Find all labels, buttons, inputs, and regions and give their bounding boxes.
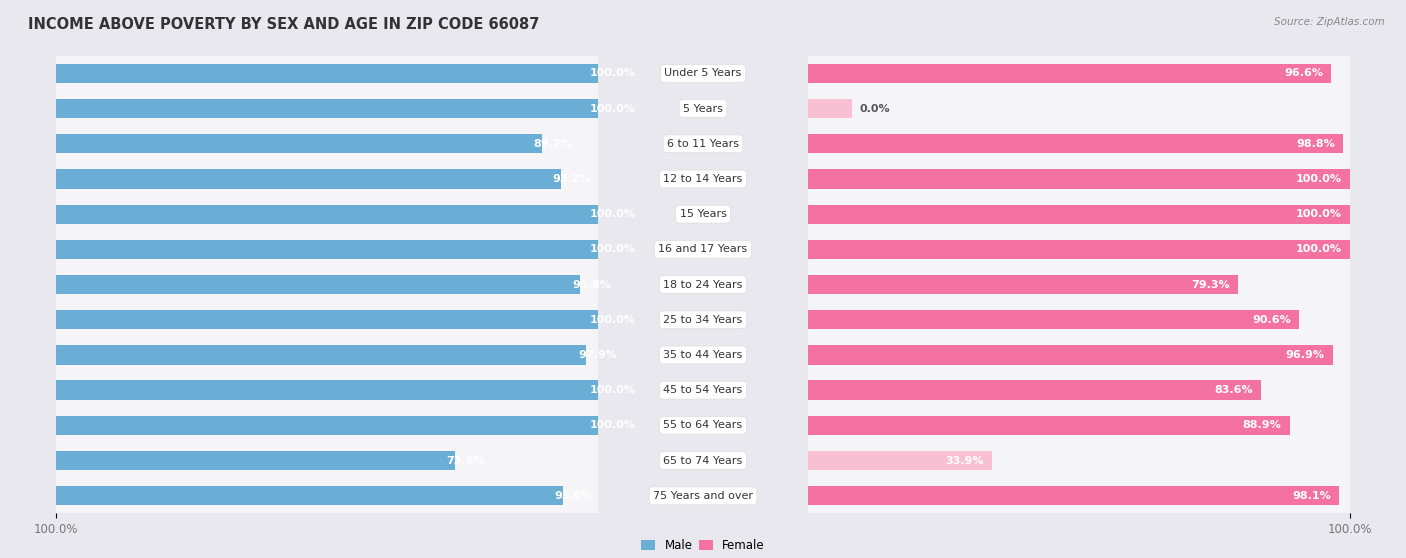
Bar [808, 337, 1350, 373]
Text: 73.6%: 73.6% [447, 455, 485, 465]
Text: 97.9%: 97.9% [578, 350, 617, 360]
Text: 35 to 44 Years: 35 to 44 Years [664, 350, 742, 360]
Bar [808, 372, 1350, 408]
Bar [808, 55, 1350, 92]
Bar [56, 451, 454, 470]
Bar [808, 99, 852, 118]
Bar [808, 126, 1350, 162]
Bar [808, 486, 1340, 506]
Text: 98.8%: 98.8% [1296, 139, 1336, 149]
Bar [56, 134, 541, 153]
Bar [56, 407, 598, 443]
Bar [56, 381, 598, 400]
Bar [56, 337, 598, 373]
Bar [56, 310, 598, 329]
Text: 16 and 17 Years: 16 and 17 Years [658, 244, 748, 254]
Text: 100.0%: 100.0% [1296, 244, 1341, 254]
Text: 18 to 24 Years: 18 to 24 Years [664, 280, 742, 290]
Bar [808, 310, 1299, 329]
Text: 96.9%: 96.9% [1286, 350, 1324, 360]
Bar [808, 196, 1350, 232]
Text: 100.0%: 100.0% [589, 209, 636, 219]
Bar [808, 64, 1331, 83]
Text: 98.1%: 98.1% [1292, 491, 1331, 501]
Text: 5 Years: 5 Years [683, 104, 723, 114]
Text: Source: ZipAtlas.com: Source: ZipAtlas.com [1274, 17, 1385, 27]
Bar [56, 91, 598, 127]
Text: INCOME ABOVE POVERTY BY SEX AND AGE IN ZIP CODE 66087: INCOME ABOVE POVERTY BY SEX AND AGE IN Z… [28, 17, 540, 32]
Bar [56, 345, 586, 365]
Bar [808, 381, 1261, 400]
Bar [56, 486, 562, 506]
Text: 96.8%: 96.8% [572, 280, 612, 290]
Bar [808, 407, 1350, 443]
Text: 55 to 64 Years: 55 to 64 Years [664, 420, 742, 430]
Text: 75 Years and over: 75 Years and over [652, 491, 754, 501]
Bar [56, 161, 598, 197]
Bar [56, 64, 598, 83]
Text: 90.6%: 90.6% [1251, 315, 1291, 325]
Bar [808, 451, 993, 470]
Bar [56, 275, 581, 294]
Bar [808, 134, 1343, 153]
Bar [808, 204, 1350, 224]
Bar [56, 169, 561, 189]
Bar [808, 161, 1350, 197]
Text: 100.0%: 100.0% [589, 244, 636, 254]
Text: Under 5 Years: Under 5 Years [665, 69, 741, 78]
Text: 100.0%: 100.0% [589, 69, 636, 78]
Bar [56, 372, 598, 408]
Text: 33.9%: 33.9% [945, 455, 984, 465]
Bar [808, 275, 1237, 294]
Bar [56, 232, 598, 267]
Text: 100.0%: 100.0% [1296, 209, 1341, 219]
Text: 93.6%: 93.6% [555, 491, 593, 501]
Text: 6 to 11 Years: 6 to 11 Years [666, 139, 740, 149]
Text: 100.0%: 100.0% [589, 104, 636, 114]
Bar [56, 126, 598, 162]
Text: 89.7%: 89.7% [534, 139, 572, 149]
Bar [808, 240, 1350, 259]
Text: 88.9%: 88.9% [1243, 420, 1281, 430]
Bar [56, 442, 598, 478]
Text: 83.6%: 83.6% [1215, 385, 1253, 395]
Bar [56, 416, 598, 435]
Text: 100.0%: 100.0% [589, 420, 636, 430]
Text: 100.0%: 100.0% [589, 315, 636, 325]
Bar [808, 302, 1350, 338]
Bar [56, 240, 598, 259]
Bar [56, 204, 598, 224]
Text: 45 to 54 Years: 45 to 54 Years [664, 385, 742, 395]
Bar [808, 91, 1350, 127]
Text: 100.0%: 100.0% [589, 385, 636, 395]
Bar [56, 478, 598, 514]
Legend: Male, Female: Male, Female [641, 539, 765, 552]
Bar [56, 55, 598, 92]
Bar [56, 267, 598, 302]
Text: 25 to 34 Years: 25 to 34 Years [664, 315, 742, 325]
Text: 96.6%: 96.6% [1284, 69, 1323, 78]
Bar [808, 345, 1333, 365]
Bar [56, 302, 598, 338]
Bar [808, 232, 1350, 267]
Bar [808, 169, 1350, 189]
Bar [808, 416, 1289, 435]
Bar [56, 196, 598, 232]
Bar [808, 267, 1350, 302]
Text: 12 to 14 Years: 12 to 14 Years [664, 174, 742, 184]
Text: 93.2%: 93.2% [553, 174, 592, 184]
Text: 65 to 74 Years: 65 to 74 Years [664, 455, 742, 465]
Text: 0.0%: 0.0% [860, 104, 890, 114]
Text: 15 Years: 15 Years [679, 209, 727, 219]
Bar [808, 478, 1350, 514]
Bar [808, 442, 1350, 478]
Bar [56, 99, 598, 118]
Text: 79.3%: 79.3% [1191, 280, 1230, 290]
Text: 100.0%: 100.0% [1296, 174, 1341, 184]
